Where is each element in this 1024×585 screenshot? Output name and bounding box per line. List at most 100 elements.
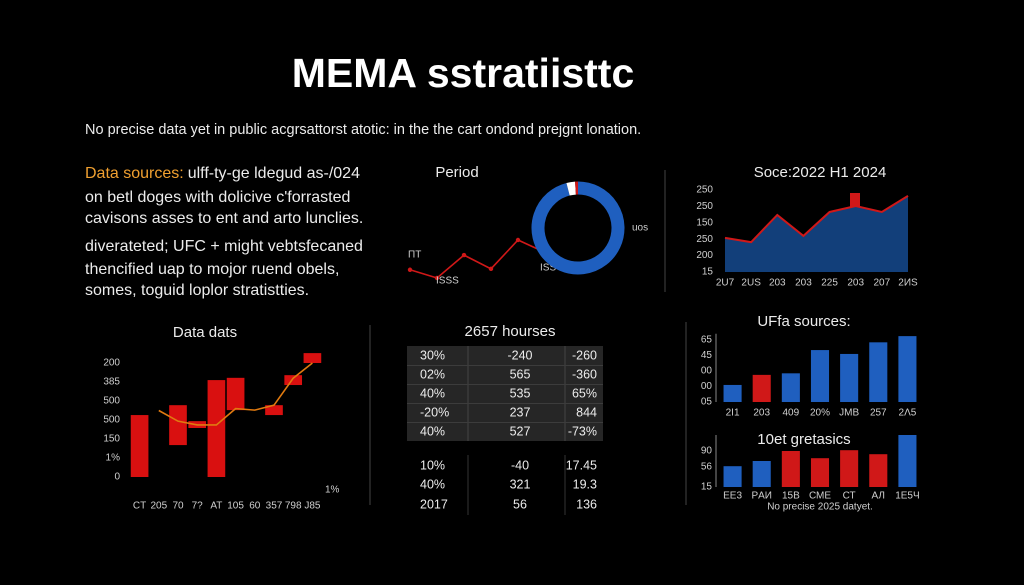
y-tick-label: 150: [696, 217, 713, 228]
bar: [723, 384, 742, 402]
table-cell: 19.3: [573, 477, 597, 491]
annotation: ПТ: [408, 250, 421, 261]
x-tick-label: 2Ι1: [726, 408, 740, 419]
notes-line: cavisons asses to ent and arto lunclies.: [85, 210, 363, 227]
y-tick-label: 250: [696, 234, 713, 245]
bar: [840, 450, 859, 487]
table-cell: 237: [510, 405, 531, 419]
x-tick-label: 205: [150, 501, 167, 512]
y-tick-label: 00: [701, 366, 713, 377]
x-tick-label: 2US: [741, 278, 761, 289]
x-tick-label: J85: [304, 501, 321, 512]
notes-label: Data sources:: [85, 165, 184, 182]
area-line: [724, 195, 909, 244]
y-tick-label: 65: [701, 335, 713, 346]
bar: [869, 342, 888, 402]
x-tick-label: 7?: [192, 501, 204, 512]
bar: [781, 451, 800, 487]
chart-title: UFfa sources:: [757, 313, 850, 330]
x-tick-label: 2Λ5: [899, 408, 917, 419]
x-tick-label: СТ: [843, 491, 856, 502]
table-cell: 136: [576, 497, 597, 511]
chart-title: 10et gretasics: [757, 431, 850, 448]
highlight-marker: [850, 193, 860, 211]
table-cell: 40%: [420, 386, 445, 400]
table-cell: 40%: [420, 477, 445, 491]
annotation: No precise 2025 datyet.: [767, 502, 873, 513]
x-tick-label: 70: [172, 501, 184, 512]
bar: [781, 373, 800, 402]
bar: [898, 435, 917, 487]
x-tick-label: ЈМВ: [839, 408, 859, 419]
table-cell: -40: [511, 458, 529, 472]
x-tick-label: 2U7: [716, 278, 735, 289]
bar: [226, 377, 245, 411]
x-tick-label: СМЕ: [809, 491, 831, 502]
table-cell: 565: [510, 367, 531, 381]
y-tick-label: 56: [701, 462, 713, 473]
table-cell: 56: [513, 497, 527, 511]
line-point: [488, 266, 494, 272]
line-point: [515, 237, 521, 243]
notes-line: diverateted; UFC + might vebtsfecaned: [85, 238, 363, 255]
x-tick-label: 203: [847, 278, 864, 289]
y-tick-label: 200: [103, 358, 120, 369]
notes-line: on betl doges with dolicive c'forrasted: [85, 189, 350, 206]
y-tick-label: 1%: [106, 453, 121, 464]
table-cell: 535: [510, 386, 531, 400]
y-tick-label: 500: [103, 415, 120, 426]
table-cell: 02%: [420, 367, 445, 381]
x-tick-label: 2ИS: [898, 278, 918, 289]
notes-line: thencified uap to mojor ruend obels,: [85, 261, 339, 278]
table-cell: 844: [576, 405, 597, 419]
bar: [898, 336, 917, 402]
x-tick-label: AT: [210, 501, 222, 512]
x-tick-label: 357: [266, 501, 283, 512]
table-cell: -240: [507, 348, 532, 362]
y-tick-label: 150: [103, 434, 120, 445]
table-cell: 321: [510, 477, 531, 491]
x-tick-label: 15B: [782, 491, 800, 502]
x-tick-label: EE3: [723, 491, 742, 502]
line-point: [407, 267, 413, 272]
bar: [284, 375, 303, 386]
line-point: [434, 275, 440, 281]
x-tick-label: 225: [821, 278, 838, 289]
annotation: uos: [632, 223, 648, 234]
table-title: 2657 hourses: [465, 323, 556, 340]
bar: [723, 466, 742, 487]
y-tick-label: 45: [701, 350, 713, 361]
table-cell: -360: [572, 367, 597, 381]
x-tick-label: 203: [753, 408, 770, 419]
bar: [169, 405, 187, 446]
chart-title: Data dats: [173, 324, 237, 341]
bar: [752, 461, 771, 487]
y-tick-label: 250: [696, 201, 713, 212]
page-title: MEMA sstratiisttc: [292, 50, 635, 96]
annotation: ISSS: [436, 276, 459, 287]
bar: [207, 380, 226, 477]
table-cell: 65%: [572, 386, 597, 400]
notes-lead: Data sources: ulff-ty-ge ldegud as-/024: [85, 165, 360, 182]
y-tick-label: 05: [701, 397, 713, 408]
table-cell: 30%: [420, 348, 445, 362]
x-tick-label: 257: [870, 408, 887, 419]
y-tick-label: 15: [701, 482, 713, 493]
notes-lead-text: ulff-ty-ge ldegud as-/024: [188, 165, 360, 182]
bar: [265, 405, 283, 416]
x-tick-label: 798: [285, 501, 302, 512]
x-tick-label: CT: [133, 501, 146, 512]
x-tick-label: 60: [249, 501, 261, 512]
y-tick-label: 200: [696, 250, 713, 261]
x-tick-label: 20%: [810, 408, 830, 419]
y-tick-label: 385: [103, 377, 120, 388]
table-cell: 527: [510, 424, 531, 438]
table-cell: -20%: [420, 405, 449, 419]
table-cell: 40%: [420, 424, 445, 438]
bar: [130, 415, 149, 477]
x-tick-label: 1E5Ч: [895, 491, 919, 502]
x-tick-label: 207: [874, 278, 891, 289]
